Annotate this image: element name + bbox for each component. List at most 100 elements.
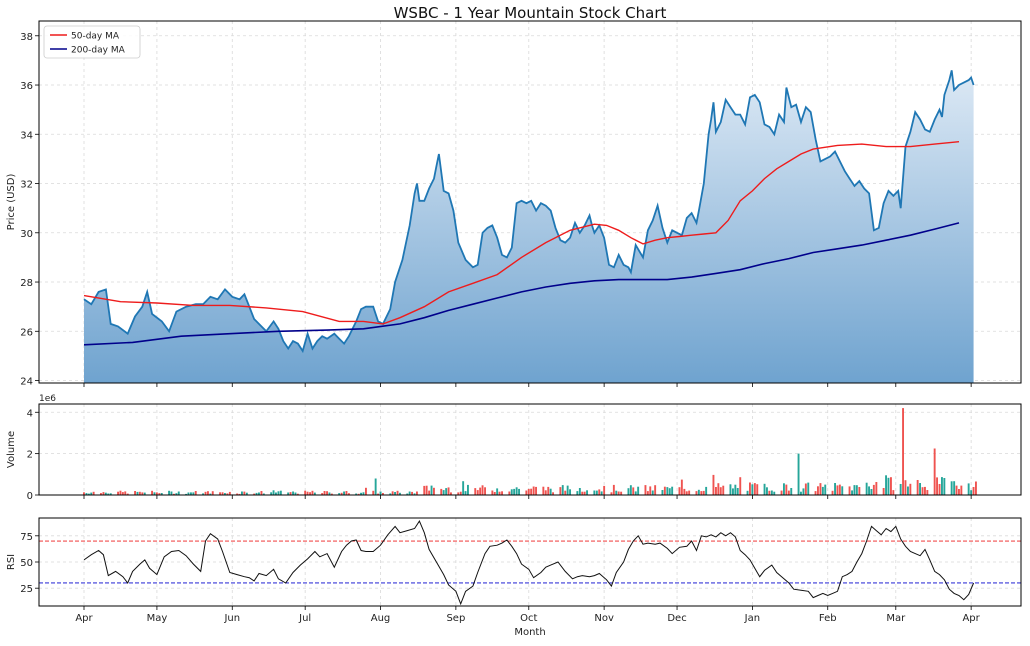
volume-bar	[423, 485, 426, 495]
volume-bar	[697, 489, 700, 495]
x-tick-label: Jun	[223, 613, 240, 624]
volume-bar	[783, 483, 785, 495]
volume-bar	[756, 484, 759, 495]
volume-bar	[311, 490, 314, 495]
volume-bar	[970, 490, 973, 495]
volume-bar	[194, 491, 197, 495]
x-tick-label: Mar	[886, 613, 906, 624]
volume-bar	[702, 490, 705, 495]
volume-bar	[600, 491, 603, 495]
volume-bar	[729, 484, 732, 495]
volume-bar	[885, 475, 887, 495]
price-ytick-label: 34	[20, 130, 33, 141]
volume-bar	[126, 493, 129, 495]
volume-bar	[253, 493, 256, 495]
ma50-line	[83, 141, 960, 325]
volume-bar	[433, 487, 435, 495]
volume-bar	[323, 491, 326, 495]
volume-bar	[155, 492, 158, 495]
volume-ytick-label: 0	[27, 491, 33, 502]
volume-bar	[340, 492, 343, 495]
volume-bar	[328, 492, 331, 495]
volume-bar	[457, 492, 460, 495]
volume-bar	[365, 487, 367, 495]
volume-bar	[168, 490, 170, 495]
volume-bar	[617, 491, 620, 495]
volume-bar	[824, 484, 827, 495]
price-ytick-label: 38	[20, 32, 33, 43]
volume-bar	[637, 486, 640, 495]
volume-bar	[766, 487, 768, 495]
volume-bar	[175, 493, 178, 495]
volume-bar	[362, 492, 365, 495]
volume-bar	[834, 483, 836, 495]
volume-bar	[372, 490, 375, 495]
x-tick-label: Dec	[667, 613, 686, 624]
volume-bar	[544, 490, 547, 495]
volume-bar	[603, 485, 606, 495]
volume-bar	[100, 493, 102, 495]
volume-bar	[85, 493, 88, 495]
volume-bar	[612, 484, 615, 495]
volume-bar	[868, 486, 870, 495]
volume-bar	[768, 490, 771, 495]
volume-bar	[751, 484, 754, 495]
volume-bar	[124, 491, 127, 495]
volume-bar	[688, 490, 691, 495]
x-tick-label: Jan	[744, 613, 760, 624]
volume-bar	[975, 481, 977, 495]
volume-bar	[374, 478, 377, 495]
volume-bar	[841, 486, 844, 495]
volume-bar	[904, 480, 907, 495]
volume-bar	[348, 493, 350, 495]
volume-bar	[245, 492, 248, 495]
volume-bar	[219, 492, 221, 495]
price-area-fill	[84, 70, 974, 384]
volume-bar	[909, 483, 912, 495]
volume-bar	[583, 491, 586, 495]
volume-bar	[518, 488, 520, 495]
volume-bar	[916, 480, 919, 495]
volume-bar	[510, 489, 513, 495]
x-tick-label: Apr	[962, 613, 980, 624]
volume-exponent-label: 1e6	[39, 394, 56, 404]
volume-bar	[467, 484, 469, 495]
volume-bar	[134, 491, 136, 495]
legend-label-ma50: 50-day MA	[71, 32, 120, 42]
volume-bar	[576, 491, 579, 495]
volume-bar	[892, 490, 895, 495]
volume-bar	[800, 491, 802, 495]
volume-bar	[753, 483, 756, 495]
volume-bar	[646, 491, 649, 495]
volume-bar	[321, 493, 324, 495]
volume-bar	[836, 485, 839, 495]
volume-bar	[190, 492, 192, 495]
volume-bar	[87, 493, 90, 495]
volume-bar	[770, 490, 773, 495]
volume-bar	[838, 484, 841, 495]
volume-bar	[411, 491, 413, 495]
volume-bar	[746, 490, 749, 495]
ma200-line	[83, 222, 960, 346]
rsi-line	[83, 520, 975, 606]
volume-bar	[236, 493, 239, 495]
volume-bar	[202, 493, 204, 495]
volume-bar	[851, 490, 853, 495]
volume-bar	[211, 491, 214, 495]
volume-bar	[907, 486, 909, 495]
volume-bar	[313, 492, 316, 495]
volume-bar	[289, 492, 292, 495]
volume-bar	[649, 486, 652, 495]
volume-bar	[902, 408, 904, 495]
chart-title: WSBC - 1 Year Mountain Stock Chart	[394, 4, 667, 22]
volume-bar	[739, 477, 742, 495]
price-ytick-label: 28	[20, 278, 33, 289]
volume-bar	[102, 492, 105, 495]
volume-bar	[187, 492, 190, 495]
volume-bar	[294, 492, 297, 495]
price-frame	[38, 20, 1022, 384]
volume-bar	[644, 485, 647, 495]
price-panel: 24 26 28 30 32 34 36 38 Price (USD) 50-day MA 200-…	[6, 20, 1022, 388]
volume-bar	[921, 487, 924, 495]
volume-bar	[326, 491, 328, 495]
